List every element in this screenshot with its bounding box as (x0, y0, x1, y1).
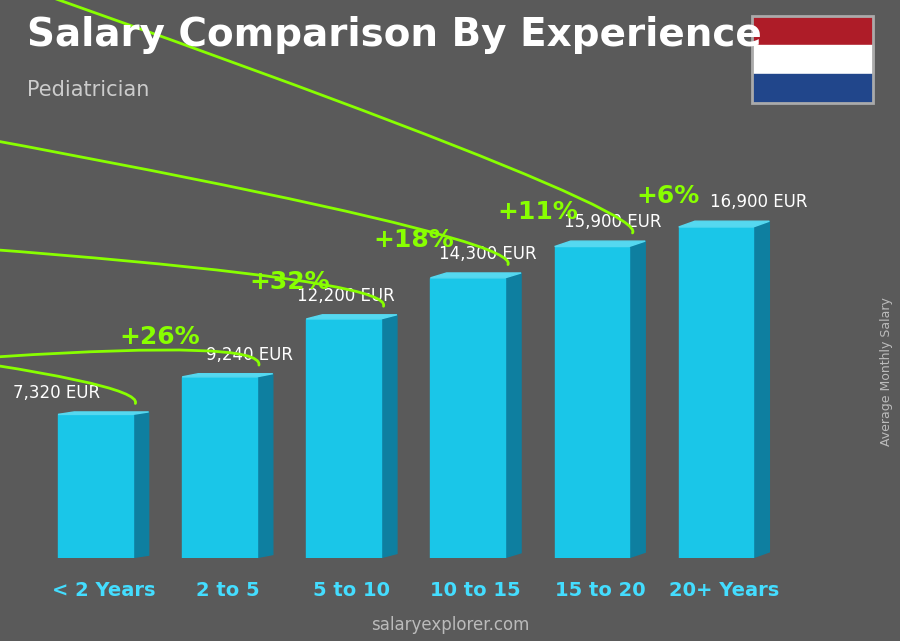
Text: 14,300 EUR: 14,300 EUR (439, 245, 537, 263)
Text: 5 to 10: 5 to 10 (313, 581, 390, 600)
Polygon shape (381, 315, 397, 558)
Text: 20+ Years: 20+ Years (669, 581, 779, 600)
Bar (182, 377, 256, 558)
Bar (752, 74, 873, 103)
Polygon shape (554, 241, 645, 247)
Text: 15 to 20: 15 to 20 (554, 581, 645, 600)
Polygon shape (132, 412, 148, 558)
Text: 16,900 EUR: 16,900 EUR (710, 194, 807, 212)
Polygon shape (182, 374, 273, 377)
Text: Salary Comparison By Experience: Salary Comparison By Experience (27, 16, 761, 54)
Text: +11%: +11% (498, 200, 579, 224)
Text: +18%: +18% (374, 228, 454, 252)
Text: Pediatrician: Pediatrician (27, 80, 149, 100)
Polygon shape (306, 315, 397, 319)
Text: +6%: +6% (636, 184, 700, 208)
Text: +26%: +26% (119, 324, 200, 349)
Bar (306, 319, 381, 558)
Text: +32%: +32% (249, 269, 330, 294)
Polygon shape (256, 374, 273, 558)
Polygon shape (629, 241, 645, 558)
Text: Average Monthly Salary: Average Monthly Salary (880, 297, 893, 446)
Text: 10 to 15: 10 to 15 (430, 581, 521, 600)
Polygon shape (430, 273, 521, 278)
Polygon shape (505, 273, 521, 558)
Bar (58, 415, 132, 558)
Text: 12,200 EUR: 12,200 EUR (296, 287, 394, 305)
Bar (679, 227, 753, 558)
Polygon shape (679, 221, 770, 227)
Polygon shape (753, 221, 770, 558)
Text: 2 to 5: 2 to 5 (195, 581, 259, 600)
Text: 7,320 EUR: 7,320 EUR (13, 384, 100, 402)
Text: 9,240 EUR: 9,240 EUR (206, 346, 293, 364)
Bar (752, 45, 873, 74)
Text: < 2 Years: < 2 Years (51, 581, 155, 600)
Bar (430, 278, 505, 558)
Bar (752, 16, 873, 45)
Text: salaryexplorer.com: salaryexplorer.com (371, 616, 529, 634)
Text: 15,900 EUR: 15,900 EUR (563, 213, 662, 231)
Polygon shape (58, 412, 148, 415)
Bar (554, 247, 629, 558)
